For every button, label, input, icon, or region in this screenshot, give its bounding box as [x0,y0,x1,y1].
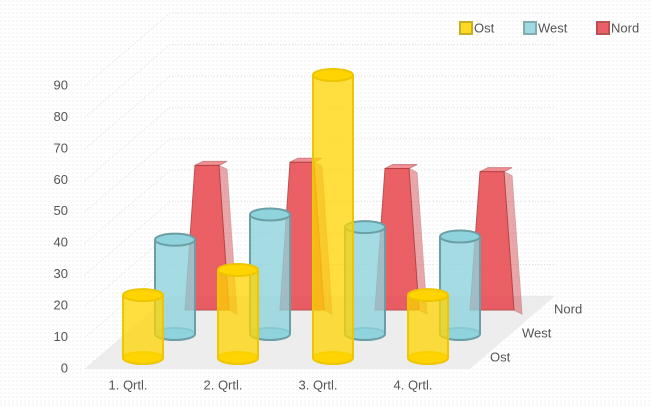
bar-body [408,295,448,358]
x-tick-label: 1. Qrtl. [108,377,147,392]
bar-top [249,207,291,222]
x-tick-label: 3. Qrtl. [298,377,337,392]
bar-body [123,295,163,358]
bar-top [312,68,354,82]
y-tick-label: 0 [61,360,68,375]
legend-label: West [538,20,568,35]
bar-top [384,164,418,169]
y-tick-label: 70 [54,140,68,155]
y-tick-label: 30 [54,266,68,281]
y-tick-label: 50 [54,203,68,218]
bar-top [122,288,164,303]
bar-top [407,288,449,303]
y-tick-label: 90 [54,77,68,92]
bar-top [194,160,228,166]
row-label: Ost [490,349,511,364]
bar [407,288,449,365]
bar-body [313,75,353,358]
legend-swatch [523,21,537,35]
bar-body [218,269,258,358]
bar [122,288,164,365]
bar-top [217,262,259,277]
row-label: West [522,325,552,340]
x-tick-label: 4. Qrtl. [393,377,432,392]
row-label: Nord [554,301,582,316]
y-tick-label: 10 [54,329,68,344]
y-tick-label: 80 [54,109,68,124]
y-tick-label: 60 [54,172,68,187]
bar-top [439,229,481,244]
bar-top [479,167,513,173]
legend-label: Ost [474,20,495,35]
legend-swatch [459,21,473,35]
legend-swatch [596,21,610,35]
x-tick-label: 2. Qrtl. [203,377,242,392]
bar [439,229,481,341]
y-tick-label: 20 [54,298,68,313]
bar [217,262,259,365]
y-tick-label: 40 [54,235,68,250]
legend-label: Nord [611,20,639,35]
bar-top [154,232,196,247]
bar [312,68,354,365]
